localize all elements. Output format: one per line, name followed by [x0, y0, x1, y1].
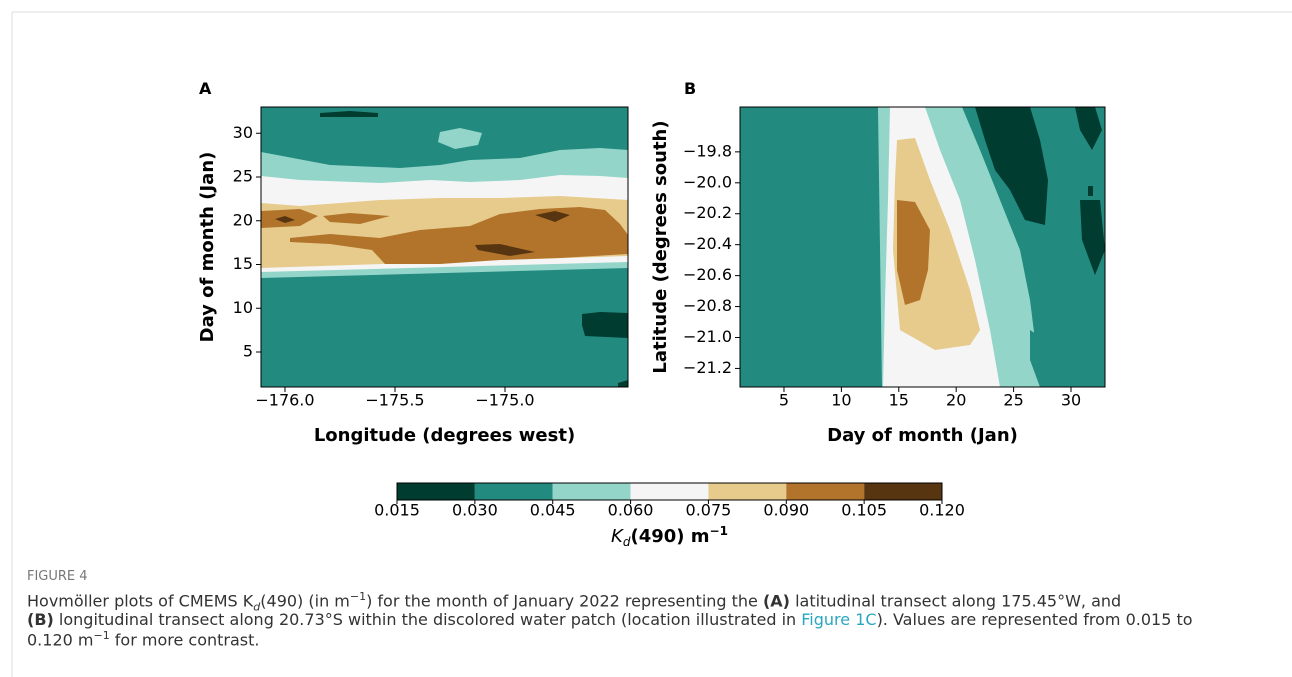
y-axis-label: Latitude (degrees south)	[650, 120, 671, 373]
contour-plot	[740, 107, 1105, 387]
caption-text: for more contrast.	[109, 630, 260, 650]
colorbar-tick-label: 0.120	[919, 501, 965, 520]
colorbar-bin	[397, 483, 475, 500]
figure-link[interactable]: Figure 1C	[801, 609, 877, 629]
colorbar-tick-label: 0.015	[374, 501, 420, 520]
axes-frame	[739, 106, 1106, 388]
contour-region	[582, 312, 628, 338]
colorbar-bin	[630, 483, 709, 500]
colorbar-label: Kd(490) m−1	[611, 524, 728, 549]
x-tick-label: 5	[779, 391, 789, 410]
contour-region	[1075, 107, 1102, 150]
contour-region	[320, 111, 378, 117]
contour-plot	[261, 107, 628, 387]
caption-line: 0.120 m−1 for more contrast.	[27, 629, 259, 649]
contour-region	[323, 213, 390, 224]
y-tick-label: 5	[243, 342, 253, 361]
contour-region	[275, 216, 295, 223]
colorbar-bin	[786, 483, 865, 500]
panel-label: B	[684, 79, 696, 98]
caption-text: (A)	[762, 591, 790, 611]
y-tick-label: −20.4	[683, 234, 732, 253]
caption-text: (B)	[27, 609, 54, 629]
caption-line: (B) longitudinal transect along 20.73°S …	[27, 610, 1193, 629]
caption-text: ) for the month of January 2022 represen…	[366, 591, 763, 611]
figure: A −176.0 −175.5 −175.0 5 10 15 20 25 30 Longitude …	[11, 11, 1292, 560]
caption-text: Hovmöller plots of CMEMS K	[27, 591, 254, 611]
colorbar-bin	[708, 483, 787, 500]
x-tick-label: −175.5	[365, 391, 424, 410]
label-symbol: K	[611, 526, 624, 547]
y-tick-label: −20.6	[683, 265, 732, 284]
colorbar-tick-label: 0.060	[608, 501, 654, 520]
colorbar-tick-label: 0.105	[841, 501, 887, 520]
x-tick-label: 15	[889, 391, 909, 410]
y-tick-label: −20.0	[683, 172, 732, 191]
panel-label: A	[199, 79, 212, 98]
x-tick-label: 10	[831, 391, 851, 410]
y-tick-label: 20	[233, 210, 253, 229]
label-subscript: d	[623, 535, 631, 549]
contour-region	[535, 211, 570, 222]
caption-line: Hovmöller plots of CMEMS Kd(490) (in m−1…	[27, 590, 1121, 614]
y-tick-label: 15	[233, 254, 253, 273]
contour-region	[1088, 186, 1093, 196]
colorbar-bin	[864, 483, 942, 500]
y-tick-label: −20.8	[683, 296, 732, 315]
x-tick-label: 30	[1061, 391, 1081, 410]
x-tick-label: −176.0	[255, 391, 314, 410]
colorbar-tick-label: 0.030	[452, 501, 498, 520]
x-axis-label: Day of month (Jan)	[827, 425, 1018, 446]
x-axis-label: Longitude (degrees west)	[314, 425, 575, 446]
x-tick-label: 25	[1003, 391, 1023, 410]
label-superscript: −1	[710, 524, 728, 538]
colorbar-bin	[552, 483, 631, 500]
contour-region	[438, 128, 482, 149]
caption-text: d	[253, 600, 261, 614]
colorbar-bin	[474, 483, 553, 500]
caption-text: longitudinal transect along 20.73°S with…	[53, 609, 802, 629]
colorbar-tick-label: 0.090	[763, 501, 809, 520]
contour-region	[618, 380, 628, 387]
figure-label: FIGURE 4	[27, 569, 88, 584]
caption-text: 0.120 m	[27, 630, 94, 650]
colorbar-frame	[396, 482, 943, 501]
contour-region	[475, 244, 535, 256]
y-tick-label: 10	[233, 298, 253, 317]
colorbar-tick-label: 0.045	[530, 501, 576, 520]
colorbar-tick-label: 0.075	[686, 501, 732, 520]
y-tick-label: −19.8	[683, 141, 732, 160]
y-tick-label: −21.0	[683, 327, 732, 346]
x-tick-label: −175.0	[475, 391, 534, 410]
label-text: (490) m	[630, 526, 709, 547]
x-tick-label: 20	[946, 391, 966, 410]
contour-region	[975, 107, 1048, 225]
y-tick-label: 25	[233, 167, 253, 186]
y-tick-label: 30	[233, 123, 253, 142]
caption-text: −1	[93, 629, 110, 642]
caption-text: −1	[349, 590, 367, 603]
contour-region	[1030, 330, 1050, 387]
contour-region	[897, 200, 930, 305]
caption-text: ). Values are represented from 0.015 to	[876, 609, 1193, 629]
caption-text: latitudinal transect along 175.45°W, and	[790, 591, 1122, 611]
y-axis-label: Day of month (Jan)	[197, 152, 218, 343]
caption-text: (490) (in m	[260, 591, 350, 611]
y-tick-label: −20.2	[683, 203, 732, 222]
contour-region	[290, 207, 628, 264]
axes-frame	[260, 106, 629, 388]
y-tick-label: −21.2	[683, 358, 732, 377]
contour-region	[1080, 200, 1105, 275]
